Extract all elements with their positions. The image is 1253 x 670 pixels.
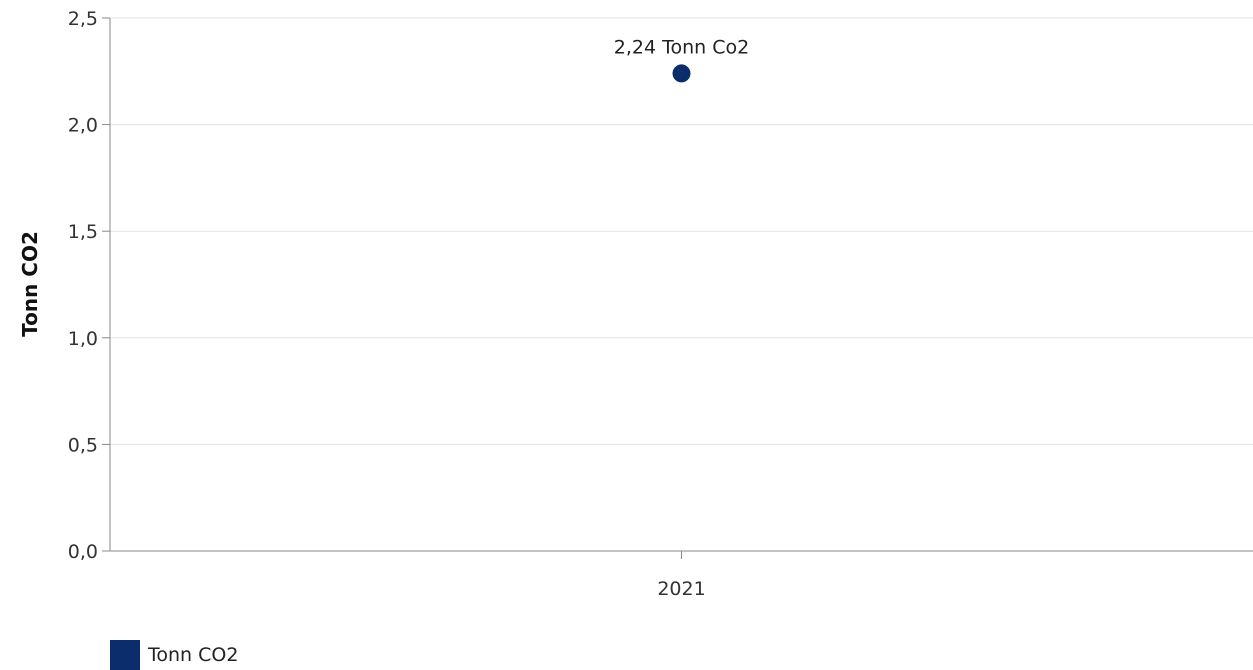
y-tick-label: 0,5 — [68, 434, 98, 456]
data-point — [672, 64, 691, 83]
axes — [109, 18, 1253, 552]
data-label: 2,24 Tonn Co2 — [614, 36, 749, 58]
legend-swatch — [110, 640, 140, 670]
x-tick-label: 2021 — [657, 578, 705, 600]
y-tick-label: 0,0 — [68, 541, 98, 563]
data-points: 2,24 Tonn Co2 — [614, 36, 749, 83]
y-tick-label: 1,5 — [68, 221, 98, 243]
grid-lines — [110, 17, 1253, 445]
x-ticks: 2021 — [657, 551, 706, 600]
y-tick-label: 1,0 — [68, 328, 98, 350]
y-axis-title: Tonn CO2 — [18, 231, 42, 337]
y-ticks: 0,0 0,5 1,0 1,5 2,0 2,5 — [68, 8, 110, 563]
legend-label: Tonn CO2 — [148, 644, 239, 666]
y-tick-label: 2,5 — [68, 8, 98, 30]
legend: Tonn CO2 — [110, 640, 238, 670]
y-tick-label: 2,0 — [68, 115, 98, 137]
